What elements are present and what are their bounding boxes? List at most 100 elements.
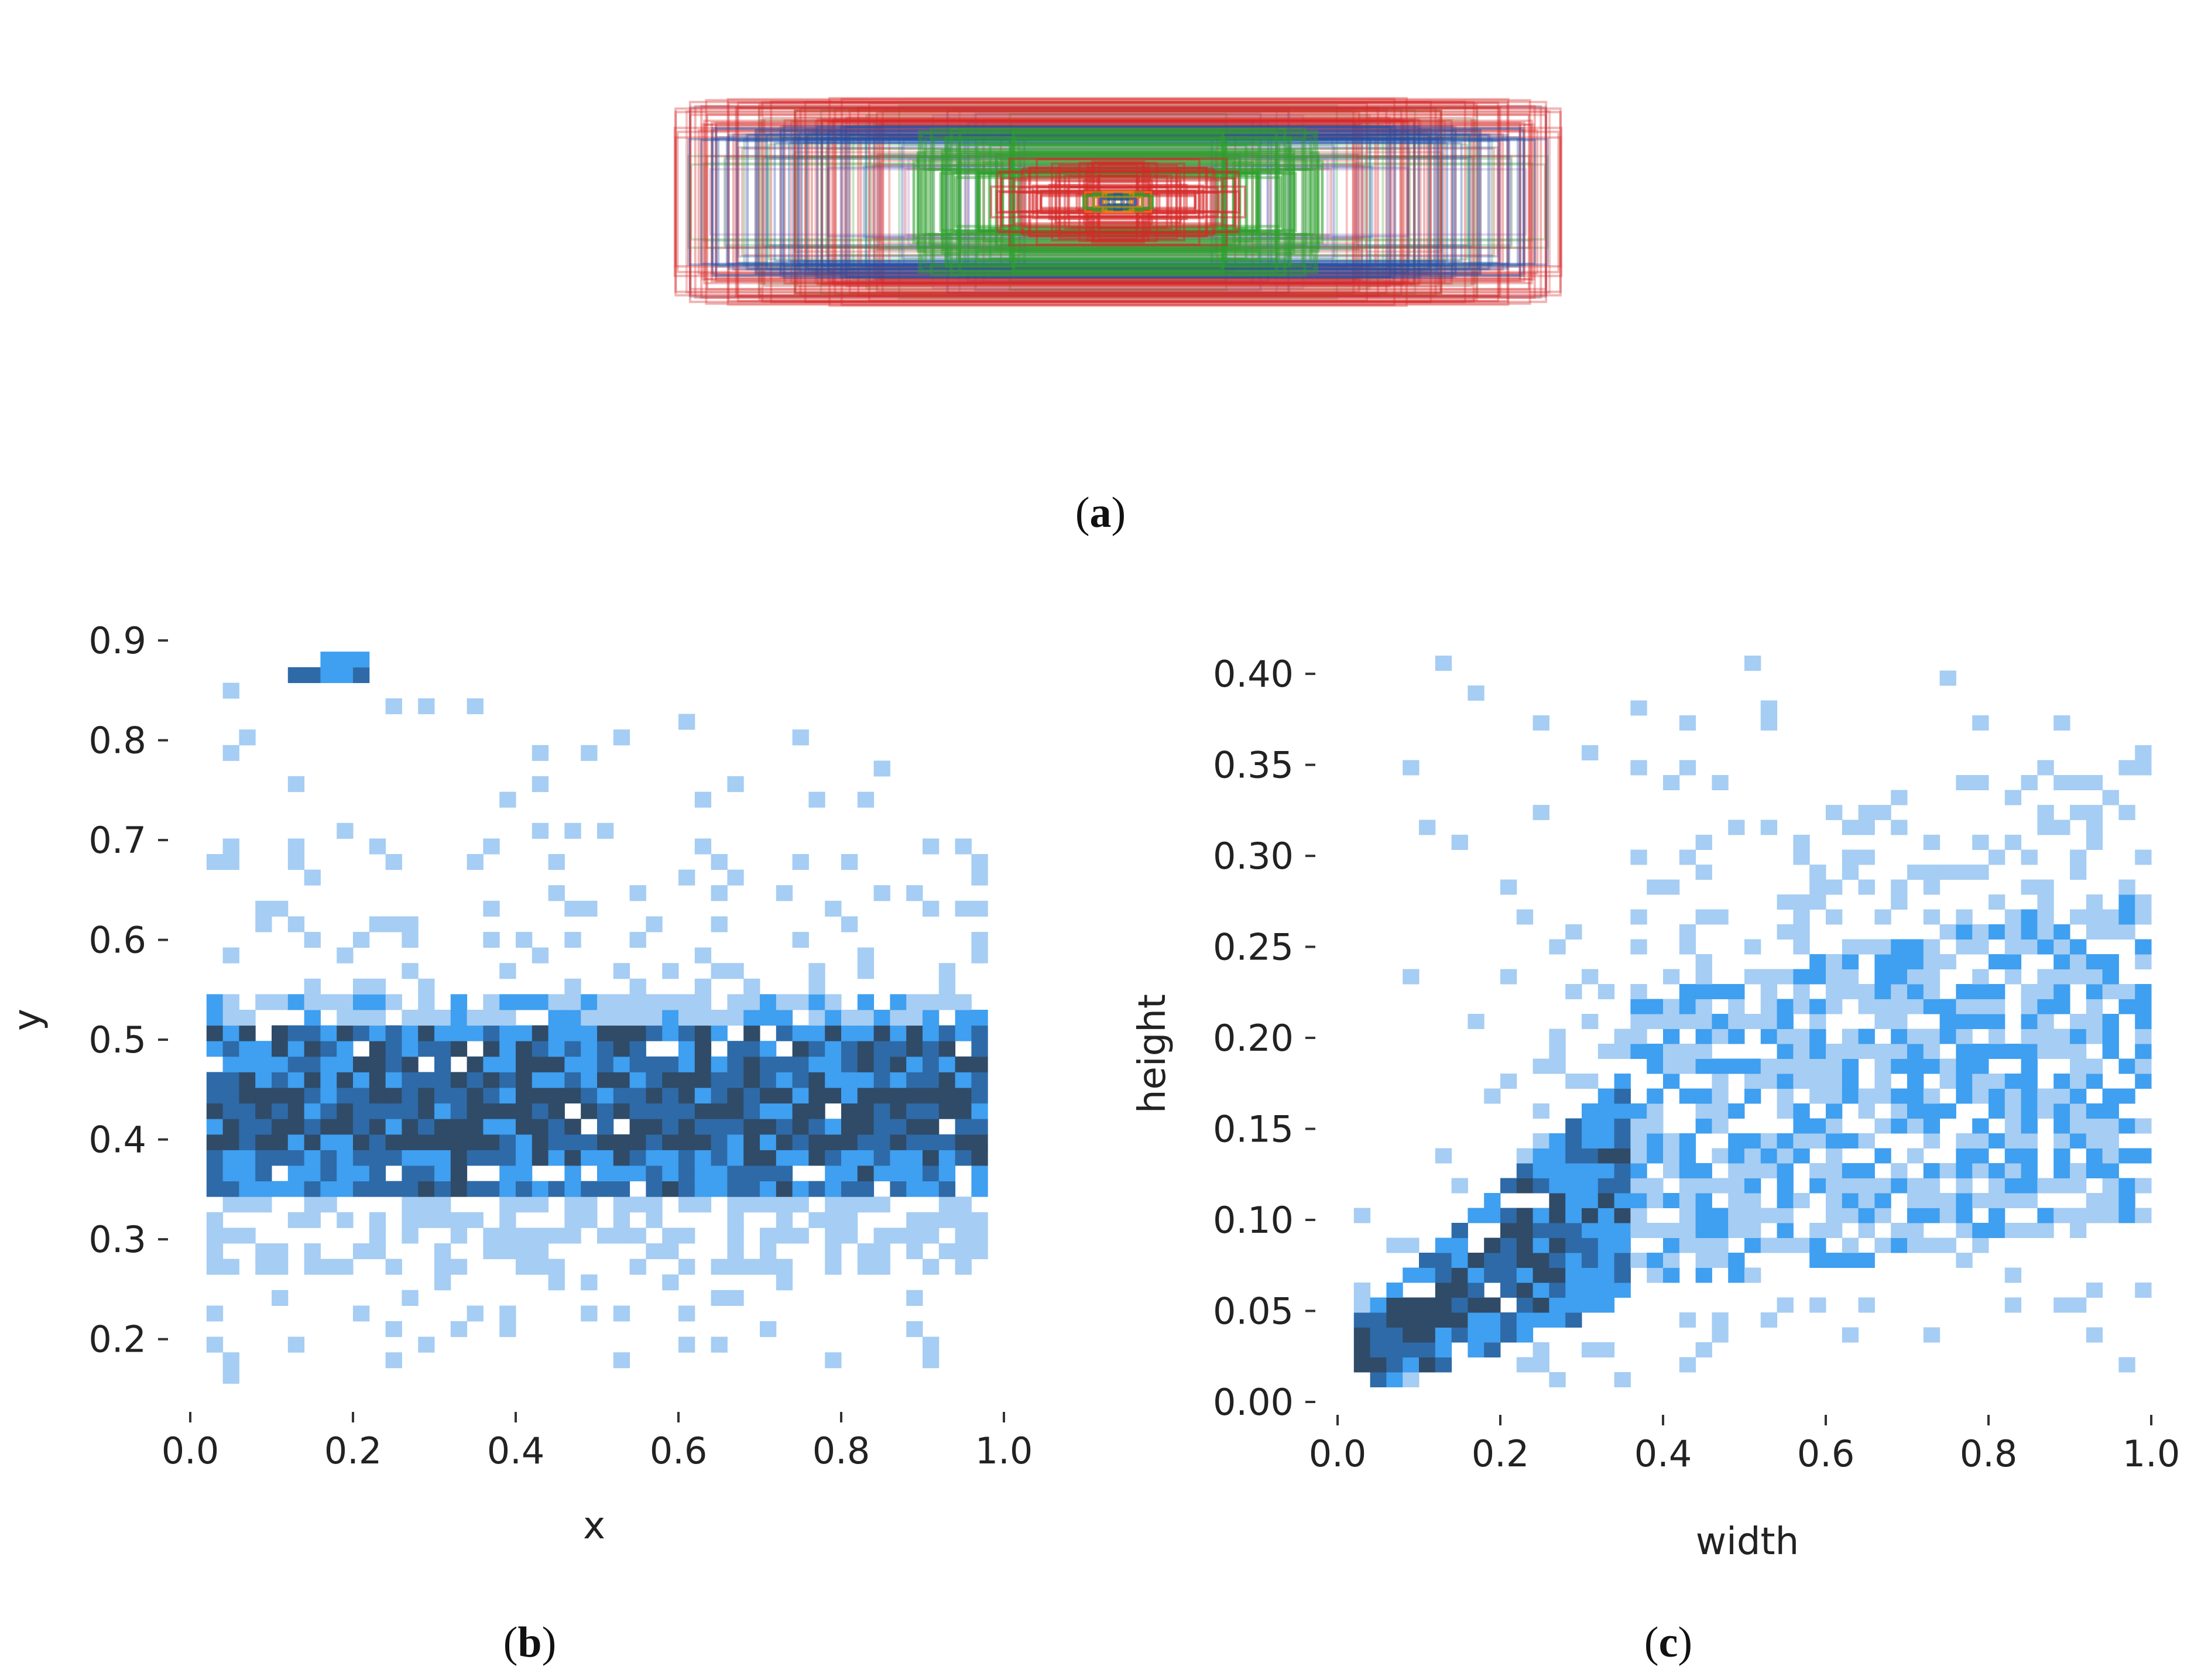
- wh-cell: [2086, 954, 2103, 969]
- wh-cell: [1597, 1178, 1615, 1194]
- wh-cell: [1842, 939, 1859, 955]
- wh-cell: [1712, 1118, 1729, 1134]
- xy-cell: [320, 994, 337, 1010]
- xy-cell: [532, 776, 549, 793]
- wh-cell: [1744, 1237, 1761, 1253]
- wh-cell: [1630, 909, 1647, 925]
- xy-cell: [678, 1025, 695, 1041]
- wh-cell: [1793, 849, 1810, 865]
- anchor-box: [688, 114, 1548, 290]
- xy-cell: [385, 1150, 402, 1166]
- anchor-box: [782, 125, 1454, 279]
- wh-cell: [2135, 1178, 2152, 1194]
- xy-cell: [239, 1010, 256, 1026]
- xy-cell: [613, 994, 630, 1010]
- wh-cell: [2053, 1074, 2070, 1089]
- wh-cell: [1565, 984, 1582, 999]
- xy-cell: [857, 994, 875, 1010]
- xy-cell: [971, 900, 988, 917]
- wh-cell: [1630, 760, 1647, 776]
- xy-cell: [402, 1181, 419, 1197]
- wh-ytick-label: 0.35: [1213, 744, 1294, 787]
- xy-cell: [694, 1150, 712, 1166]
- xy-cell: [727, 1103, 744, 1119]
- wh-cell: [1907, 1193, 1924, 1208]
- wh-cell: [1516, 1237, 1534, 1253]
- anchor-box: [845, 126, 1391, 278]
- wh-cell: [2053, 969, 2070, 985]
- xy-cell: [272, 994, 289, 1010]
- xy-cell: [711, 1290, 728, 1306]
- xy-cell: [906, 1321, 923, 1338]
- wh-cell: [1858, 1044, 1875, 1059]
- xy-cell: [923, 1134, 940, 1150]
- xy-cell: [369, 1072, 386, 1088]
- xy-cell: [450, 1212, 468, 1228]
- wh-cell: [1695, 1058, 1712, 1074]
- xy-cell: [434, 1056, 451, 1072]
- wh-cell: [1370, 1312, 1387, 1328]
- xy-cell: [792, 1103, 809, 1119]
- xy-cell: [971, 947, 988, 964]
- xy-cell: [206, 1134, 224, 1150]
- wh-cell: [1451, 1297, 1468, 1313]
- anchor-box: [859, 136, 1377, 268]
- wh-cell: [1403, 1357, 1420, 1373]
- xy-cell: [516, 1119, 533, 1135]
- wh-cell: [1435, 656, 1452, 671]
- wh-cell: [2118, 1148, 2135, 1164]
- xy-cell: [955, 1103, 972, 1119]
- xy-cell: [467, 1088, 484, 1104]
- wh-cell: [1500, 1074, 1517, 1089]
- wh-cell: [1679, 1058, 1696, 1074]
- wh-cell: [1923, 1118, 1941, 1134]
- xy-cell: [239, 1181, 256, 1197]
- wh-cell: [1972, 1133, 1989, 1148]
- wh-cell: [1695, 1193, 1712, 1208]
- wh-cell: [2053, 715, 2070, 731]
- wh-cell: [1353, 1312, 1371, 1328]
- anchor-box: [865, 114, 1371, 290]
- xy-y-axis: 0.20.30.40.50.60.70.80.9: [88, 619, 168, 1361]
- xy-cell: [841, 1088, 858, 1104]
- wh-cell: [1647, 1223, 1664, 1238]
- xy-cell: [369, 1010, 386, 1026]
- wh-cell: [1500, 1253, 1517, 1268]
- wh-cell: [2118, 1058, 2135, 1074]
- xy-cell: [418, 1212, 435, 1228]
- wh-cell: [1989, 1088, 2005, 1104]
- wh-cell: [2004, 1103, 2022, 1119]
- xy-cell: [564, 1165, 581, 1182]
- xy-cell: [873, 1025, 890, 1041]
- xy-cell: [792, 1041, 809, 1057]
- wh-heatmap-cells: [1353, 656, 2152, 1387]
- wh-cell: [1695, 865, 1712, 880]
- wh-cell: [1891, 1103, 1908, 1119]
- xy-cell: [287, 667, 305, 683]
- xy-cell: [516, 1103, 533, 1119]
- wh-cell: [1793, 835, 1810, 850]
- xy-cell: [337, 1259, 354, 1275]
- wh-cell: [1500, 969, 1517, 985]
- wh-cell: [1777, 1028, 1794, 1044]
- wh-cell: [1695, 1044, 1712, 1059]
- wh-cell: [1891, 1163, 1908, 1178]
- xy-cell: [792, 1181, 809, 1197]
- wh-cell: [2021, 1193, 2038, 1208]
- wh-cell: [1891, 1028, 1908, 1044]
- xy-cell: [255, 994, 272, 1010]
- xy-cell: [760, 1228, 777, 1244]
- wh-cell: [1370, 1372, 1387, 1387]
- wh-cell: [1826, 909, 1843, 925]
- xy-cell: [808, 1025, 825, 1041]
- wh-cell: [1728, 1178, 1745, 1194]
- wh-cell: [1956, 1028, 1973, 1044]
- wh-cell: [1874, 1193, 1891, 1208]
- xy-cell: [711, 1150, 728, 1166]
- wh-cell: [1549, 1028, 1566, 1044]
- wh-cell: [1500, 1208, 1517, 1223]
- xy-cell: [629, 1072, 646, 1088]
- xy-cell: [337, 822, 354, 839]
- wh-cell: [1419, 1327, 1436, 1343]
- wh-cell: [1777, 969, 1794, 985]
